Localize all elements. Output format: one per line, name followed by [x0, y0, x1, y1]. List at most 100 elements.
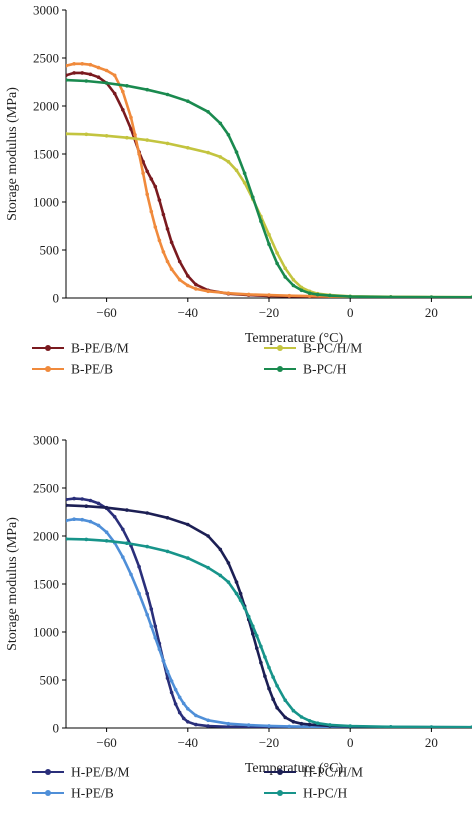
data-point — [165, 516, 170, 520]
data-point — [275, 251, 279, 255]
data-point — [186, 283, 190, 288]
data-point — [206, 289, 210, 294]
y-tick-label: 2000 — [33, 529, 59, 544]
data-point — [80, 497, 84, 501]
data-point — [125, 508, 129, 512]
legend-marker — [45, 366, 51, 372]
legend-entry: B-PC/H/M — [264, 341, 362, 356]
x-tick-label: −40 — [178, 305, 198, 320]
data-point — [133, 133, 137, 137]
data-point — [263, 674, 267, 678]
data-point — [125, 541, 129, 545]
data-point — [104, 134, 109, 138]
legend-entry: H-PC/H — [264, 786, 348, 801]
data-point — [267, 686, 271, 691]
data-point — [267, 293, 271, 297]
data-point — [153, 636, 158, 640]
series-h-pc-h — [66, 537, 472, 728]
data-point — [186, 522, 190, 527]
legend-label: B-PC/H/M — [303, 341, 362, 356]
data-point — [267, 242, 271, 246]
data-point — [104, 505, 109, 510]
legend-label: H-PC/H — [303, 786, 348, 801]
data-point — [66, 537, 68, 541]
data-point — [186, 556, 190, 560]
data-point — [186, 99, 190, 103]
data-point — [186, 274, 190, 278]
legend-marker — [277, 769, 283, 775]
legend-marker — [45, 790, 51, 796]
data-point — [307, 722, 312, 727]
data-point — [251, 195, 255, 199]
data-point — [263, 655, 267, 659]
data-point — [96, 75, 101, 79]
data-point — [299, 715, 304, 719]
data-point — [254, 646, 259, 651]
data-point — [271, 675, 275, 679]
y-tick-label: 1000 — [33, 195, 59, 210]
y-tick-label: 2500 — [33, 481, 59, 496]
data-point — [66, 503, 68, 508]
data-point — [226, 725, 231, 728]
series-h-pe-b — [66, 517, 472, 728]
data-point — [283, 715, 288, 720]
data-point — [234, 150, 239, 154]
data-point — [157, 647, 162, 652]
data-point — [299, 288, 304, 293]
data-point — [72, 62, 76, 66]
data-point — [283, 275, 288, 279]
data-point — [165, 549, 170, 554]
series-line — [66, 78, 472, 298]
data-point — [254, 634, 259, 638]
data-point — [112, 73, 117, 78]
legend-label: B-PE/B — [71, 362, 113, 377]
data-point — [112, 515, 117, 519]
x-tick-label: 0 — [347, 735, 354, 750]
x-tick-label: 20 — [425, 305, 438, 320]
data-point — [104, 530, 109, 534]
x-tick-label: −60 — [96, 735, 116, 750]
data-point — [165, 92, 170, 97]
data-point — [84, 504, 89, 509]
data-point — [226, 561, 231, 565]
data-point — [206, 110, 210, 114]
data-point — [186, 707, 190, 711]
series-b-pc-h — [66, 78, 472, 298]
data-point — [84, 537, 89, 542]
y-tick-label: 1000 — [33, 625, 59, 640]
data-point — [84, 79, 89, 83]
data-point — [137, 152, 141, 156]
data-point — [348, 294, 352, 298]
y-tick-label: 0 — [53, 291, 60, 306]
data-point — [112, 91, 117, 96]
data-point — [66, 132, 68, 136]
data-point — [165, 227, 170, 231]
data-point — [157, 238, 162, 243]
data-point — [429, 725, 434, 728]
data-point — [246, 614, 251, 619]
data-point — [275, 261, 279, 266]
y-tick-label: 500 — [40, 243, 60, 258]
data-point — [389, 295, 393, 298]
data-point — [169, 690, 174, 695]
data-point — [84, 132, 89, 137]
data-point — [104, 68, 109, 73]
data-point — [218, 121, 223, 126]
data-point — [307, 291, 312, 296]
data-point — [291, 708, 296, 713]
data-point — [271, 697, 275, 701]
data-point — [291, 720, 296, 724]
data-point — [149, 209, 154, 214]
data-point — [242, 606, 247, 610]
data-point — [206, 718, 210, 723]
data-point — [251, 624, 255, 628]
data-point — [125, 135, 129, 140]
data-point — [283, 698, 288, 702]
y-tick-label: 3000 — [33, 433, 59, 448]
legend-label: H-PE/B — [71, 786, 114, 801]
data-point — [206, 565, 210, 570]
data-point — [328, 723, 332, 727]
data-point — [291, 278, 296, 282]
data-point — [161, 250, 166, 254]
